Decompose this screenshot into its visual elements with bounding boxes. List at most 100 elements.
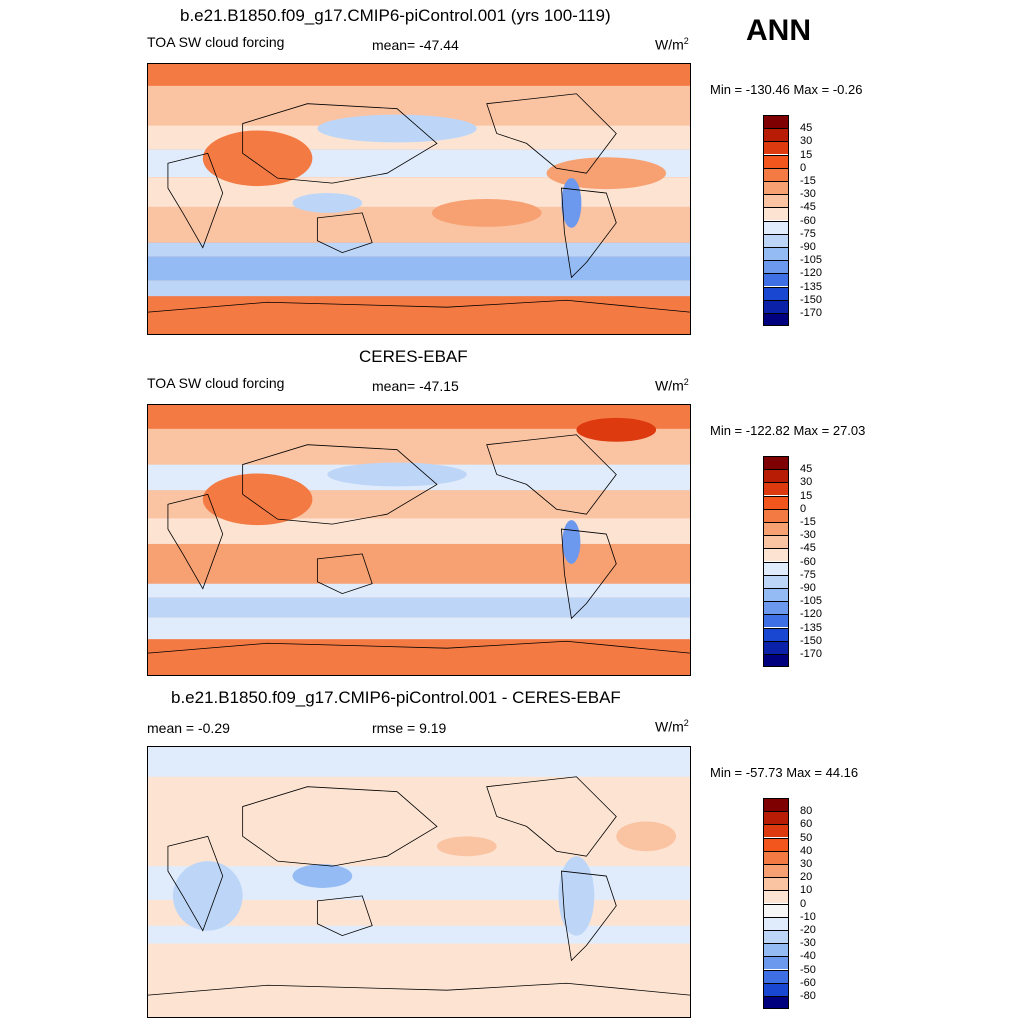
colorbar-frame <box>763 798 789 1010</box>
north-pacific-cloud <box>327 462 467 487</box>
southeast-pacific-region <box>431 199 542 227</box>
north-america-coastline <box>486 93 617 174</box>
colorbar-tick-label: -30 <box>800 529 816 542</box>
colorbar-tick-label: 15 <box>800 489 813 502</box>
panel3-rmse-label: rmse = 9.19 <box>372 720 447 736</box>
africa-coastline <box>167 493 224 590</box>
colorbar-swatch <box>763 877 789 891</box>
colorbar-tick-label: 15 <box>800 148 813 161</box>
colorbar-swatch <box>763 903 789 917</box>
colorbar-tick-label: -60 <box>800 214 816 227</box>
colorbar-swatch <box>763 181 789 194</box>
colorbar-tick-label: -150 <box>800 293 823 306</box>
colorbar-swatch <box>763 522 789 535</box>
colorbar-swatch <box>763 588 789 601</box>
colorbar-swatch <box>763 996 789 1009</box>
colorbar-swatch <box>763 561 789 575</box>
south-band <box>148 925 690 944</box>
colorbar-tick-label: -30 <box>800 188 816 201</box>
colorbar-swatch <box>763 890 789 904</box>
colorbar-swatch <box>763 574 789 588</box>
colorbar-swatch <box>763 260 789 274</box>
eurasia-coastline <box>242 103 438 184</box>
colorbar-tick-label: -50 <box>800 963 816 976</box>
colorbar-swatch <box>763 837 789 851</box>
panel2-map <box>147 404 691 676</box>
antarctic-fill <box>148 639 690 675</box>
atlantic-positive <box>616 821 677 852</box>
colorbar-swatch <box>763 154 789 168</box>
panel1-map-svg <box>148 64 690 334</box>
colorbar-tick-label: -120 <box>800 267 823 280</box>
australia-coastline <box>316 895 373 937</box>
africa-negative <box>172 861 243 931</box>
subtropics-south-band <box>148 206 690 243</box>
colorbar-swatch <box>763 286 789 300</box>
colorbar-tick-label: -80 <box>800 990 816 1002</box>
south-america-coastline <box>561 187 617 279</box>
colorbar-tick-label: 0 <box>800 897 807 910</box>
south-america-negative <box>558 856 595 936</box>
panel3-map <box>147 746 691 1018</box>
colorbar-swatch <box>763 207 789 221</box>
colorbar-tick-label: -10 <box>800 910 816 923</box>
panel3-title: b.e21.B1850.f09_g17.CMIP6-piControl.001 … <box>171 688 621 707</box>
north-america-coastline <box>486 776 617 857</box>
colorbar-tick-label: -30 <box>800 937 816 950</box>
colorbar-swatch <box>763 141 789 155</box>
colorbar-swatch <box>763 956 789 970</box>
antarctic-fill <box>148 296 690 334</box>
africa-coastline <box>167 152 224 249</box>
antarctica-coastline <box>148 982 690 996</box>
pacific-positive <box>436 836 497 857</box>
panel3-units: W/m2 <box>655 718 689 735</box>
colorbar-frame <box>763 115 789 327</box>
stormtrack-south-band1 <box>148 583 690 598</box>
colorbar-tick-label: 30 <box>800 476 813 489</box>
panel3-mean-label: mean = -0.29 <box>147 720 230 736</box>
colorbar-tick-label: -135 <box>800 621 823 634</box>
panel3-minmax: Min = -57.73 Max = 44.16 <box>710 765 859 780</box>
colorbar-swatch <box>763 194 789 208</box>
panel2-colorbar <box>763 456 789 668</box>
colorbar-tick-label: -15 <box>800 516 816 528</box>
colorbar-tick-label: 20 <box>800 871 813 884</box>
colorbar-tick-label: -90 <box>800 582 816 594</box>
colorbar-frame <box>763 456 789 668</box>
maritime-negative <box>292 864 353 888</box>
colorbar-swatch <box>763 982 789 996</box>
colorbar-swatch <box>763 508 789 522</box>
colorbar-swatch <box>763 943 789 957</box>
colorbar-tick-label: -40 <box>800 950 816 963</box>
eurasia-coastline <box>242 444 438 525</box>
subtropics-south-band <box>148 543 690 584</box>
colorbar-tick-label: -75 <box>800 227 816 240</box>
panel1-minmax: Min = -130.46 Max = -0.26 <box>710 82 863 97</box>
colorbar-swatch <box>763 601 789 615</box>
colorbar-tick-label: 40 <box>800 844 813 857</box>
colorbar-swatch <box>763 469 789 483</box>
colorbar-swatch <box>763 811 789 825</box>
arctic-band <box>148 747 690 777</box>
colorbar-swatch <box>763 313 789 326</box>
colorbar-swatch <box>763 930 789 943</box>
colorbar-tick-label: 30 <box>800 135 813 148</box>
stormtrack-south-band3 <box>148 617 690 640</box>
colorbar-tick-label: -170 <box>800 648 823 660</box>
colorbar-tick-label: -20 <box>800 924 816 936</box>
colorbar-tick-label: 50 <box>800 831 813 844</box>
colorbar-swatch <box>763 299 789 313</box>
colorbar-swatch <box>763 233 789 247</box>
antarctica-coastline <box>148 299 690 313</box>
colorbar-tick-label: -60 <box>800 555 816 568</box>
colorbar-tick-label: -90 <box>800 241 816 253</box>
colorbar-swatch <box>763 247 789 260</box>
colorbar-swatch <box>763 850 789 864</box>
antarctic-band <box>148 989 690 1017</box>
africa-coastline <box>167 835 224 932</box>
colorbar-swatch <box>763 548 789 562</box>
eurasia-coastline <box>242 786 438 867</box>
panel1-title: b.e21.B1850.f09_g17.CMIP6-piControl.001 … <box>180 6 611 25</box>
colorbar-tick-label: 0 <box>800 161 807 174</box>
panel2-map-svg <box>148 405 690 675</box>
